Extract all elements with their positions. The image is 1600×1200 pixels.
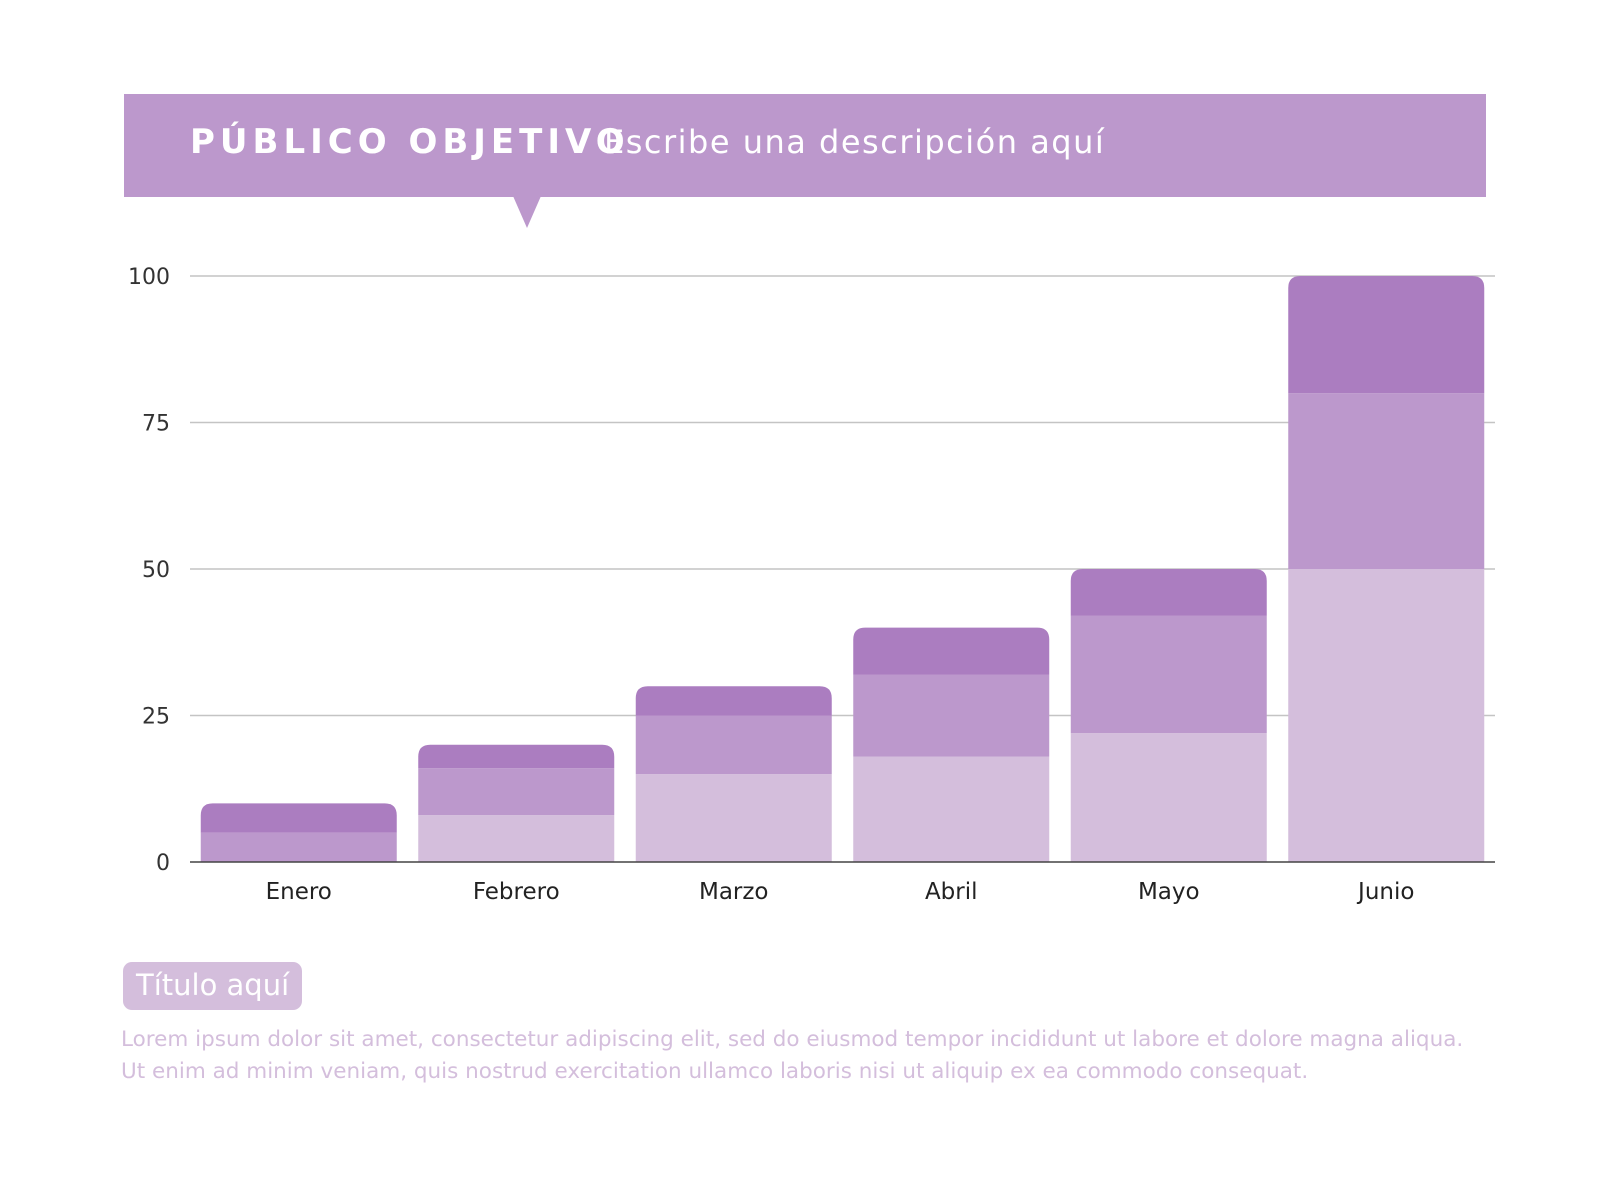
caption-body: Lorem ipsum dolor sit amet, consectetur … <box>121 1024 1501 1088</box>
y-tick-label: 75 <box>142 412 170 437</box>
bars <box>200 276 1485 862</box>
header-title: PÚBLICO OBJETIVO <box>190 122 630 162</box>
bar-segment <box>418 744 615 769</box>
y-tick-label: 25 <box>142 705 170 730</box>
bar-marzo <box>635 686 832 862</box>
y-tick-label: 50 <box>142 558 170 583</box>
bar-segment <box>1288 569 1485 862</box>
axis: 0 25 50 75 100 Enero Febrero Marzo Abril Mayo Juni… <box>128 265 1495 905</box>
caption-title: Título aquí <box>123 962 303 1010</box>
bar-segment <box>853 627 1050 675</box>
x-tick-label: Enero <box>266 879 332 905</box>
y-tick-label: 0 <box>156 851 170 876</box>
bar-segment <box>1070 733 1267 862</box>
x-tick-label: Marzo <box>699 879 769 905</box>
x-tick-label: Mayo <box>1138 879 1200 905</box>
y-tick-label: 100 <box>128 265 170 290</box>
x-tick-label: Febrero <box>473 879 560 905</box>
bar-enero <box>200 803 397 862</box>
bar-febrero <box>418 744 615 862</box>
header-description: Escribe una descripción aquí <box>604 123 1106 161</box>
bar-segment <box>200 832 397 862</box>
bar-segment <box>418 768 615 816</box>
bar-segment <box>1070 615 1267 734</box>
bar-segment <box>1070 569 1267 616</box>
bar-segment <box>853 756 1050 862</box>
bar-segment <box>1288 276 1485 394</box>
caption-line: Lorem ipsum dolor sit amet, consectetur … <box>121 1027 1464 1052</box>
stacked-bar-chart: 0 25 50 75 100 Enero Febrero Marzo Abril Mayo Juni… <box>128 265 1495 905</box>
header-banner: PÚBLICO OBJETIVO Escribe una descripción… <box>124 94 1486 197</box>
bar-abril <box>853 627 1050 862</box>
x-tick-label: Junio <box>1356 879 1414 905</box>
banner-pointer <box>513 196 541 228</box>
bar-segment <box>200 803 397 833</box>
grid-lines <box>190 275 1495 717</box>
bar-segment <box>635 686 832 716</box>
bar-segment <box>853 674 1050 757</box>
bar-segment <box>635 715 832 775</box>
bar-junio <box>1288 276 1485 862</box>
x-tick-label: Abril <box>925 879 978 905</box>
bar-segment <box>1288 393 1485 569</box>
bar-segment <box>418 815 615 862</box>
caption-line: Ut enim ad minim veniam, quis nostrud ex… <box>121 1059 1309 1084</box>
bar-mayo <box>1070 569 1267 862</box>
bar-segment <box>635 774 832 862</box>
